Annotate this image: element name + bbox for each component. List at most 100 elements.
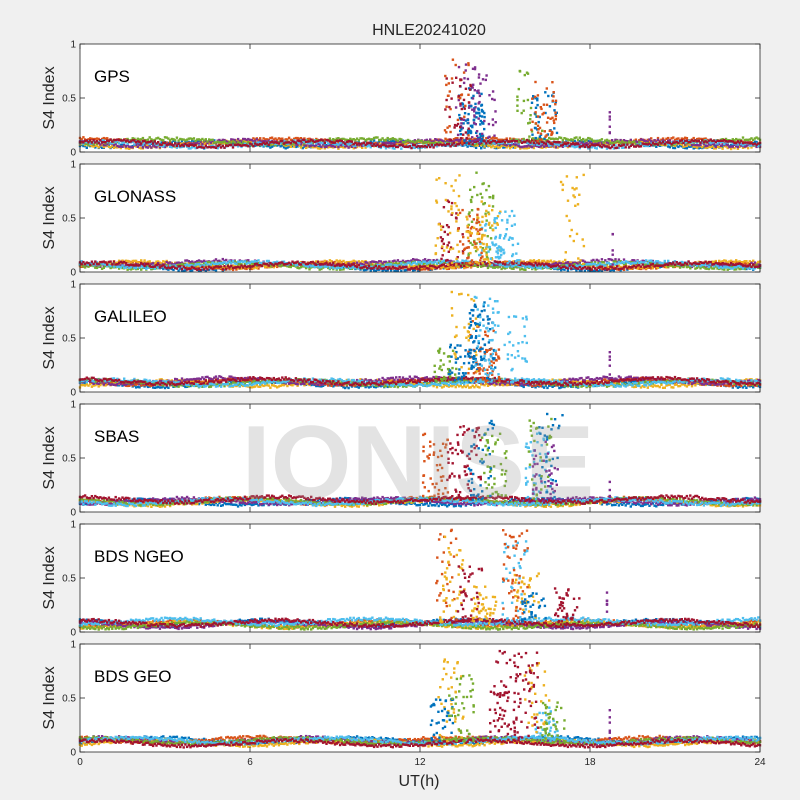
data-point <box>503 143 507 146</box>
data-point <box>435 138 439 142</box>
data-point <box>540 107 543 111</box>
data-point <box>228 140 231 143</box>
data-point <box>680 139 683 142</box>
data-point <box>753 137 757 140</box>
data-point <box>384 142 388 145</box>
data-point <box>677 137 680 140</box>
data-point <box>90 141 94 144</box>
data-point <box>522 145 525 148</box>
data-point <box>507 145 510 148</box>
data-point <box>748 138 751 141</box>
data-point <box>684 144 687 148</box>
data-point <box>609 139 612 143</box>
data-point <box>697 147 700 150</box>
data-point <box>240 143 243 146</box>
data-point <box>116 139 119 143</box>
data-point <box>95 144 99 147</box>
data-points <box>78 58 762 151</box>
data-point <box>672 146 675 150</box>
data-point <box>100 143 104 146</box>
data-point <box>242 140 245 144</box>
data-point <box>262 137 265 140</box>
data-point <box>352 138 355 141</box>
data-point <box>371 138 374 141</box>
data-point <box>500 144 503 148</box>
data-point <box>393 140 396 143</box>
data-point <box>612 142 615 145</box>
data-point <box>160 138 163 142</box>
data-point <box>327 142 330 145</box>
data-point <box>133 137 136 140</box>
data-point <box>117 145 121 148</box>
data-point <box>163 143 167 146</box>
data-point <box>87 143 90 147</box>
data-point <box>444 108 447 111</box>
data-point <box>90 144 94 148</box>
data-point <box>473 89 476 92</box>
data-point <box>536 103 539 107</box>
data-point <box>537 128 540 131</box>
data-point <box>746 143 750 147</box>
data-point <box>534 80 537 84</box>
data-point <box>320 145 323 148</box>
data-point <box>665 137 668 140</box>
data-point <box>593 139 597 143</box>
data-point <box>706 144 709 147</box>
data-point <box>401 139 405 142</box>
data-point <box>218 143 221 147</box>
data-point <box>94 144 97 147</box>
data-point <box>520 145 524 149</box>
data-point <box>323 147 326 150</box>
data-point <box>516 98 519 102</box>
data-point <box>145 139 148 142</box>
data-point <box>585 141 588 145</box>
data-point <box>493 134 496 137</box>
data-point <box>398 140 401 144</box>
data-point <box>85 146 88 149</box>
data-point <box>182 138 185 141</box>
data-point <box>522 109 525 112</box>
data-point <box>226 142 230 145</box>
data-point <box>366 138 369 141</box>
data-point <box>608 131 611 135</box>
data-point <box>583 143 587 146</box>
data-point <box>403 141 406 144</box>
data-point <box>204 138 207 141</box>
data-point <box>536 139 539 143</box>
data-point <box>355 137 359 140</box>
data-point <box>413 141 417 144</box>
data-point <box>451 81 454 84</box>
data-point <box>741 136 745 139</box>
data-point <box>462 122 465 125</box>
data-point <box>619 142 622 145</box>
data-point <box>529 114 532 117</box>
data-point <box>184 139 187 142</box>
data-point <box>650 140 653 143</box>
data-point <box>311 141 315 144</box>
data-point <box>140 138 143 141</box>
data-point <box>452 141 456 145</box>
data-point <box>194 146 197 150</box>
data-point <box>270 145 274 148</box>
data-point <box>357 144 360 147</box>
data-point <box>554 146 558 149</box>
data-point <box>553 137 556 141</box>
data-point <box>168 145 172 148</box>
data-point <box>495 137 498 140</box>
data-point <box>548 105 552 108</box>
data-point <box>112 143 116 147</box>
data-point <box>255 138 258 141</box>
data-point <box>369 138 372 141</box>
data-point <box>452 266 456 270</box>
data-point <box>695 146 699 149</box>
data-point <box>565 144 568 147</box>
data-point <box>712 143 716 146</box>
data-point <box>480 140 483 143</box>
data-point <box>551 137 554 140</box>
data-point <box>624 139 627 143</box>
data-point <box>158 138 162 141</box>
data-point <box>472 118 476 121</box>
data-point <box>83 142 87 145</box>
data-point <box>276 138 279 142</box>
data-point <box>328 143 332 147</box>
